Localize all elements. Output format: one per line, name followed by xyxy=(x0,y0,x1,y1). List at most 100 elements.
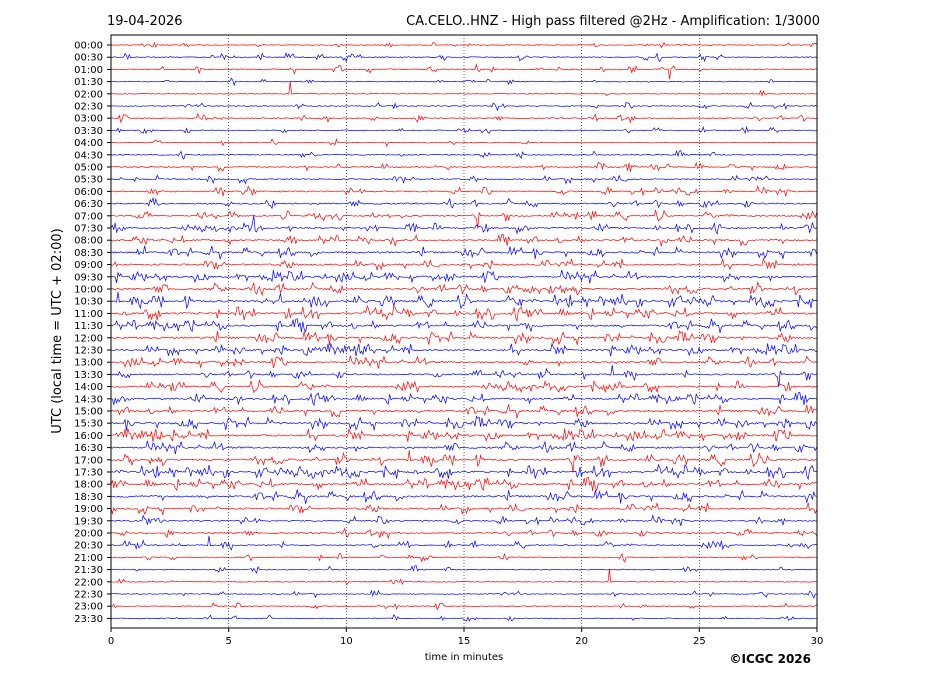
y-tick-label-1030: 10:30 xyxy=(74,297,103,308)
trace-0130 xyxy=(110,77,817,87)
trace-0100 xyxy=(110,63,817,80)
y-tick-label-1230: 12:30 xyxy=(74,346,103,357)
trace-2030 xyxy=(110,535,817,551)
y-tick-label-0030: 00:30 xyxy=(74,53,103,64)
y-tick-label-1130: 11:30 xyxy=(74,321,103,332)
trace-2130 xyxy=(110,565,817,574)
y-tick-label-1500: 15:00 xyxy=(74,407,103,418)
trace-2100 xyxy=(110,552,817,563)
trace-1830 xyxy=(110,489,817,504)
trace-0600 xyxy=(110,185,817,197)
trace-1900 xyxy=(110,501,817,515)
trace-0730 xyxy=(110,215,817,235)
y-tick-label-2330: 23:30 xyxy=(74,614,103,625)
x-axis-label: time in minutes xyxy=(425,652,504,663)
trace-0630 xyxy=(110,196,817,210)
trace-1730 xyxy=(110,463,817,481)
y-tick-label-0230: 02:30 xyxy=(74,102,103,113)
trace-0300 xyxy=(110,112,817,124)
trace-1100 xyxy=(110,304,817,323)
trace-1030 xyxy=(110,291,817,310)
y-axis-label: UTC (local time = UTC + 02:00) xyxy=(50,228,65,433)
x-tick-label-25: 25 xyxy=(693,636,706,647)
trace-1300 xyxy=(110,355,817,369)
chart-title: CA.CELO..HNZ - High pass filtered @2Hz -… xyxy=(406,14,820,29)
y-tick-label-2230: 22:30 xyxy=(74,590,103,601)
y-tick-label-0000: 00:00 xyxy=(74,41,103,52)
trace-1200 xyxy=(110,330,817,346)
trace-0500 xyxy=(110,161,817,173)
trace-0900 xyxy=(110,257,817,271)
y-tick-label-0200: 02:00 xyxy=(74,89,103,100)
trace-0200 xyxy=(110,81,817,97)
trace-0800 xyxy=(110,233,817,248)
x-tick-label-20: 20 xyxy=(575,636,588,647)
trace-1000 xyxy=(110,280,817,297)
trace-2330 xyxy=(110,614,817,622)
y-tick-label-1530: 15:30 xyxy=(74,419,103,430)
x-axis-ticks: 0 5 10 15 20 25 30 xyxy=(108,628,824,647)
y-tick-label-1600: 16:00 xyxy=(74,431,103,442)
y-tick-label-2000: 20:00 xyxy=(74,529,103,540)
trace-1330 xyxy=(110,365,817,388)
trace-1130 xyxy=(110,318,817,333)
trace-0230 xyxy=(110,101,817,112)
x-tick-label-15: 15 xyxy=(458,636,471,647)
y-tick-label-0800: 08:00 xyxy=(74,236,103,247)
y-tick-label-0530: 05:30 xyxy=(74,175,103,186)
trace-1700 xyxy=(110,450,817,473)
seismic-traces xyxy=(110,41,817,622)
trace-0430 xyxy=(110,150,817,160)
y-tick-label-0630: 06:30 xyxy=(74,199,103,210)
trace-1500 xyxy=(110,404,817,419)
trace-2230 xyxy=(110,589,817,599)
plot-frame xyxy=(110,34,818,629)
trace-0030 xyxy=(110,52,817,63)
trace-0000 xyxy=(110,41,817,49)
y-tick-label-1730: 17:30 xyxy=(74,468,103,479)
y-tick-label-0700: 07:00 xyxy=(74,211,103,222)
x-tick-label-30: 30 xyxy=(811,636,824,647)
y-tick-label-1300: 13:00 xyxy=(74,358,103,369)
x-tick-label-10: 10 xyxy=(340,636,353,647)
y-tick-label-2030: 20:30 xyxy=(74,541,103,552)
y-tick-label-0100: 01:00 xyxy=(74,65,103,76)
trace-0530 xyxy=(110,174,817,185)
y-tick-label-1930: 19:30 xyxy=(74,516,103,527)
trace-1230 xyxy=(110,342,817,357)
y-tick-label-0330: 03:30 xyxy=(74,126,103,137)
y-tick-label-0400: 04:00 xyxy=(74,138,103,149)
y-tick-label-2300: 23:00 xyxy=(74,602,103,613)
trace-1800 xyxy=(110,476,817,492)
y-tick-label-0830: 08:30 xyxy=(74,248,103,259)
y-tick-label-1700: 17:00 xyxy=(74,455,103,466)
x-tick-label-5: 5 xyxy=(225,636,231,647)
trace-2200 xyxy=(110,569,817,586)
trace-2300 xyxy=(110,602,817,611)
trace-1400 xyxy=(110,379,817,394)
trace-1930 xyxy=(110,514,817,527)
y-tick-label-2200: 22:00 xyxy=(74,577,103,588)
trace-0700 xyxy=(110,209,817,229)
y-tick-label-0600: 06:00 xyxy=(74,187,103,198)
y-tick-label-1330: 13:30 xyxy=(74,370,103,381)
trace-0830 xyxy=(110,245,817,260)
y-tick-label-0730: 07:30 xyxy=(74,224,103,235)
y-tick-label-1830: 18:30 xyxy=(74,492,103,503)
trace-1530 xyxy=(110,415,817,431)
y-tick-label-1430: 14:30 xyxy=(74,394,103,405)
trace-0930 xyxy=(110,269,817,284)
y-tick-label-2130: 21:30 xyxy=(74,565,103,576)
trace-0400 xyxy=(110,138,817,147)
trace-2000 xyxy=(110,527,817,540)
y-tick-label-1800: 18:00 xyxy=(74,480,103,491)
y-tick-label-0500: 05:00 xyxy=(74,163,103,174)
y-tick-label-0430: 04:30 xyxy=(74,150,103,161)
y-tick-label-0130: 01:30 xyxy=(74,77,103,88)
y-tick-label-0930: 09:30 xyxy=(74,272,103,283)
trace-0330 xyxy=(110,125,817,135)
y-tick-label-0900: 09:00 xyxy=(74,260,103,271)
